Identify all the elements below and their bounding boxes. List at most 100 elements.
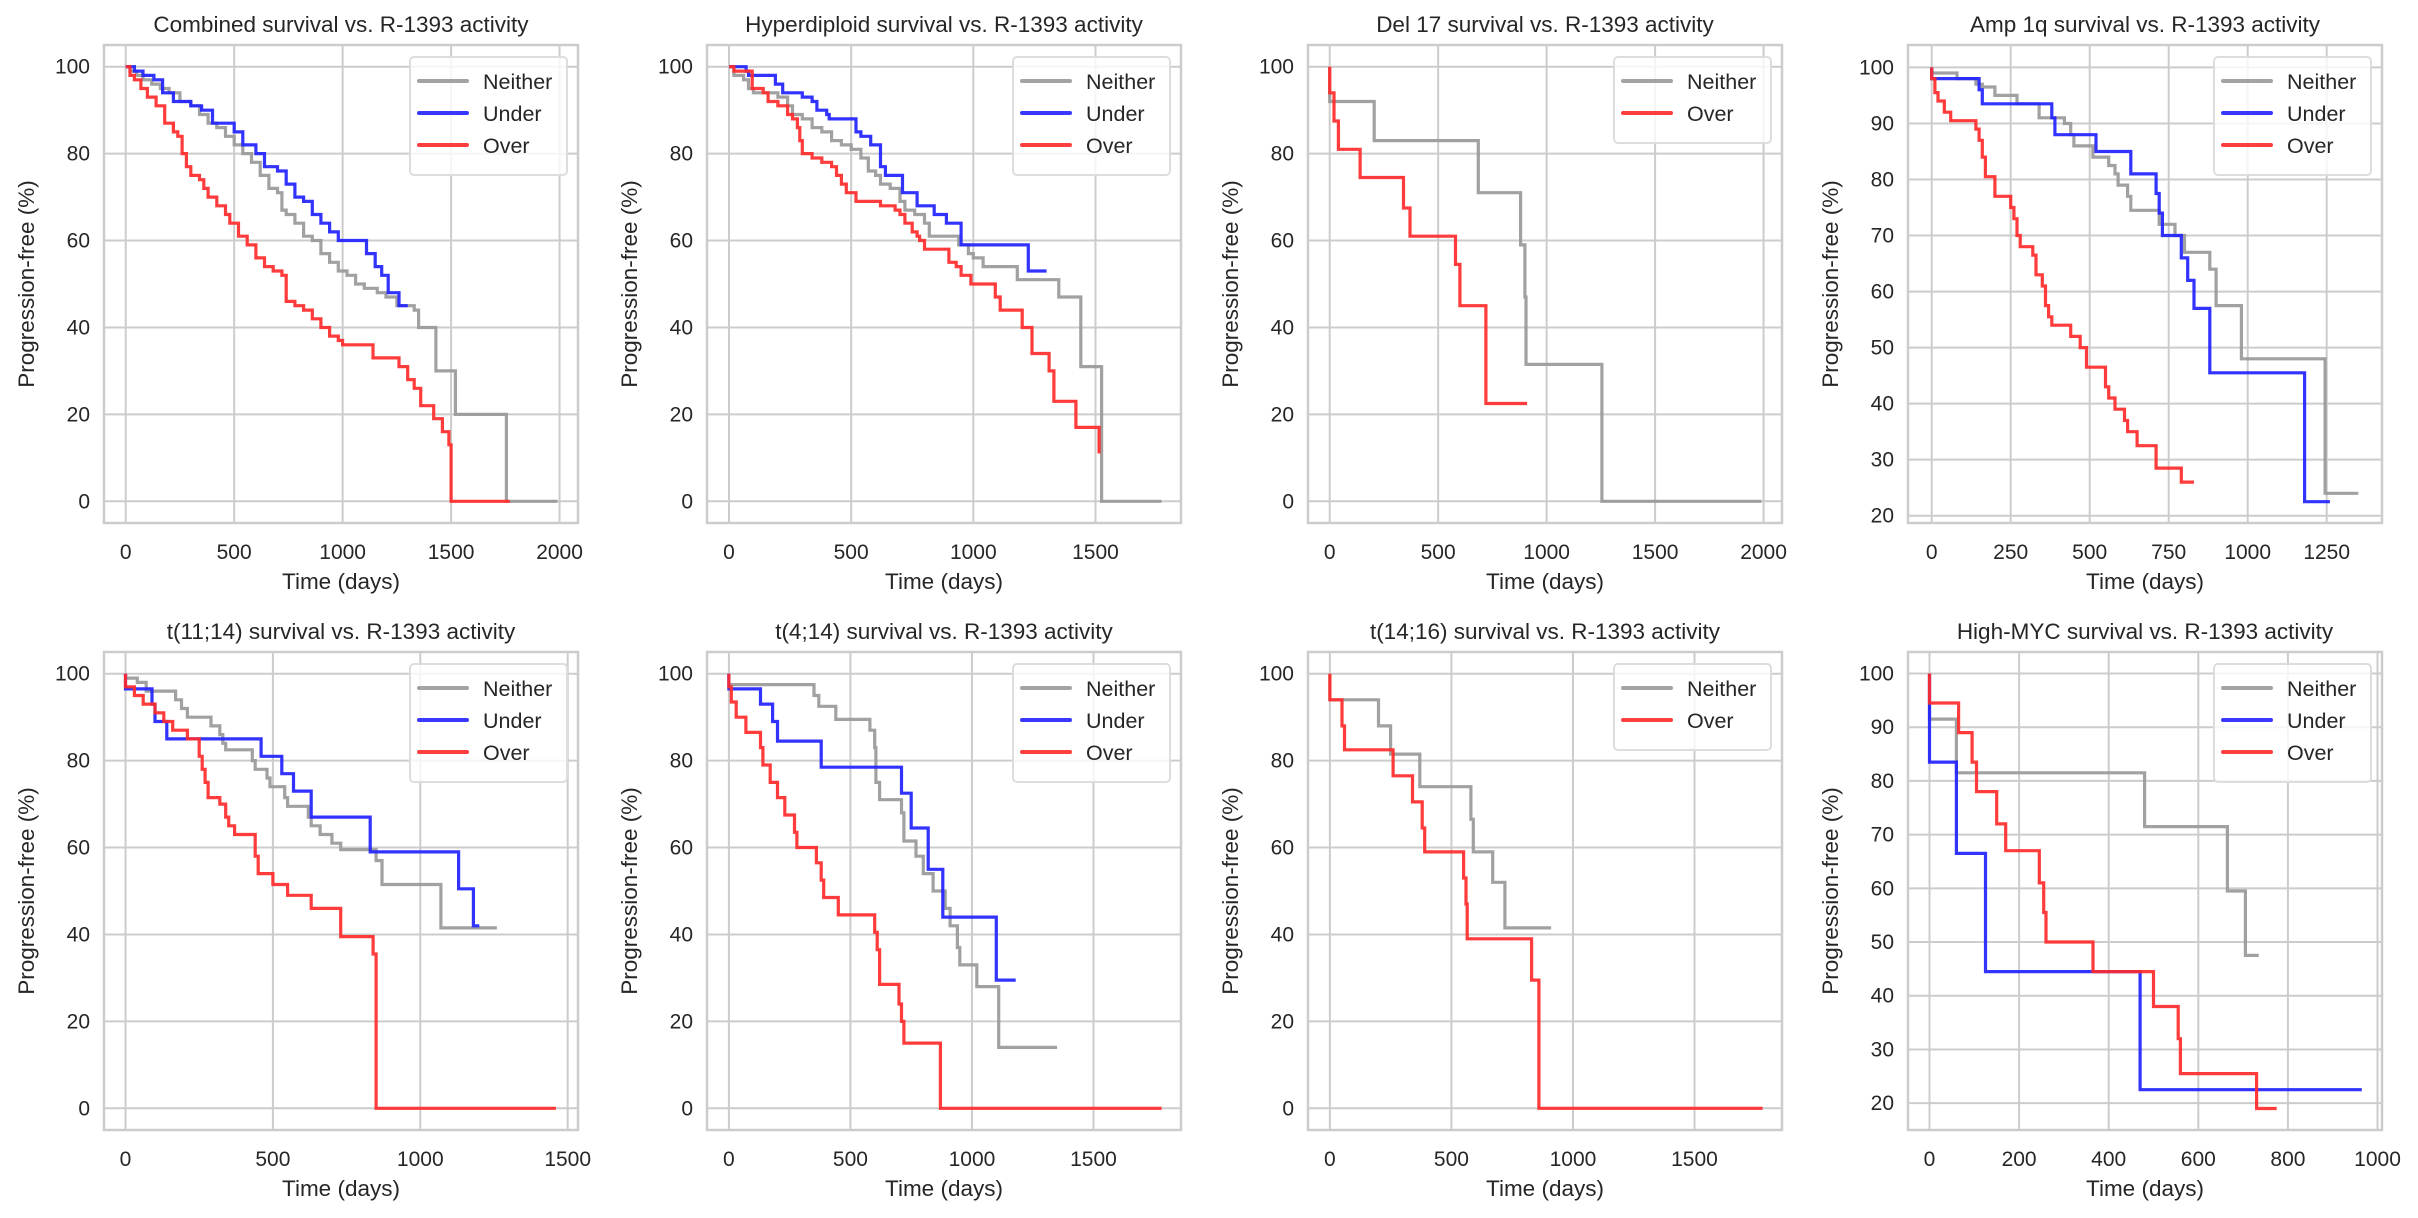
y-tick-label: 40: [670, 923, 693, 946]
legend-label-neither: Neither: [2287, 70, 2356, 94]
x-tick-label: 0: [1324, 541, 1336, 564]
x-tick-label: 500: [255, 1148, 290, 1171]
subplot-t-11-14: 0 500 1000 1500 0 20 40 60 80 100 t(11;14) surviva…: [14, 619, 591, 1201]
legend-label-over: Over: [1086, 741, 1133, 765]
legend-label-neither: Neither: [1687, 70, 1756, 94]
y-tick-label: 20: [1271, 1010, 1294, 1033]
y-tick-label: 60: [670, 837, 693, 860]
legend-label-neither: Neither: [1687, 677, 1756, 701]
x-tick-label: 0: [1324, 1148, 1336, 1171]
chart-title: t(14;16) survival vs. R-1393 activity: [1370, 619, 1721, 644]
legend: Neither Under Over: [2213, 663, 2372, 783]
chart-title: t(4;14) survival vs. R-1393 activity: [775, 619, 1113, 644]
y-tick-label: 60: [67, 837, 90, 860]
series-line-over: [1328, 66, 1528, 406]
series-line-over: [729, 65, 1101, 454]
y-axis-label: Progression-free (%): [1218, 787, 1243, 995]
x-tick-label: 200: [2002, 1148, 2037, 1171]
series-line-over: [1930, 67, 2194, 484]
x-axis-label: Time (days): [885, 569, 1003, 594]
x-tick-label: 250: [1993, 541, 2028, 564]
x-tick-label: 1500: [544, 1148, 591, 1171]
y-axis-label: Progression-free (%): [1218, 180, 1243, 388]
legend-label-under: Under: [483, 709, 542, 733]
axes-frame: [1306, 650, 1784, 1132]
series-line-neither: [1328, 66, 1762, 503]
legend-label-over: Over: [1687, 709, 1734, 733]
x-tick-label: 500: [2072, 541, 2107, 564]
y-tick-label: 40: [1871, 985, 1894, 1008]
x-tick-label: 500: [217, 541, 252, 564]
x-tick-label: 2000: [1740, 541, 1787, 564]
x-tick-label: 1500: [1671, 1148, 1718, 1171]
y-tick-label: 100: [1859, 56, 1894, 79]
y-tick-label: 80: [1271, 750, 1294, 773]
x-tick-label: 500: [1421, 541, 1456, 564]
subplot-hyperdiploid: 0 500 1000 1500 0 20 40 60 80 100 Hyperdiploid sur…: [617, 12, 1183, 594]
series-line-under: [1930, 67, 2330, 504]
y-tick-label: 0: [1282, 1097, 1294, 1120]
legend-label-over: Over: [483, 741, 530, 765]
series-line-under: [1927, 673, 2362, 1092]
y-tick-label: 70: [1871, 225, 1894, 248]
x-axis-label: Time (days): [885, 1176, 1003, 1201]
legend-label-under: Under: [2287, 102, 2346, 126]
legend-label-neither: Neither: [483, 677, 552, 701]
x-axis-label: Time (days): [2086, 1176, 2204, 1201]
series-line-over: [727, 673, 1162, 1110]
x-tick-label: 600: [2181, 1148, 2216, 1171]
y-tick-label: 20: [1271, 403, 1294, 426]
y-tick-label: 60: [1271, 230, 1294, 253]
y-tick-label: 0: [78, 1097, 90, 1120]
legend-label-under: Under: [1086, 102, 1145, 126]
legend: Neither Under Over: [409, 56, 568, 176]
y-tick-label: 100: [55, 663, 90, 686]
y-tick-label: 20: [1871, 1092, 1894, 1115]
y-tick-label: 60: [670, 230, 693, 253]
legend-frame: [1613, 663, 1772, 751]
y-tick-label: 100: [1259, 56, 1294, 79]
legend-label-over: Over: [1086, 134, 1133, 158]
y-tick-label: 100: [658, 56, 693, 79]
subplot-t-4-14: 0 500 1000 1500 0 20 40 60 80 100 t(4;14) survival…: [617, 619, 1183, 1201]
y-tick-label: 20: [1871, 505, 1894, 528]
y-tick-label: 80: [67, 143, 90, 166]
y-axis-label: Progression-free (%): [1818, 180, 1843, 388]
y-tick-label: 90: [1871, 112, 1894, 135]
y-tick-label: 100: [658, 663, 693, 686]
series-line-neither: [1930, 67, 2359, 495]
x-tick-label: 500: [1434, 1148, 1469, 1171]
y-tick-label: 50: [1871, 931, 1894, 954]
x-axis-label: Time (days): [282, 569, 400, 594]
y-tick-label: 20: [670, 1010, 693, 1033]
series-line-over: [1328, 673, 1763, 1110]
x-tick-label: 1000: [2224, 541, 2271, 564]
x-tick-label: 1500: [1072, 541, 1119, 564]
series-line-over: [125, 65, 510, 503]
series-line-neither: [1328, 673, 1552, 930]
x-tick-label: 0: [120, 1148, 132, 1171]
series-line-neither: [125, 65, 558, 503]
x-tick-label: 500: [834, 541, 869, 564]
y-tick-label: 100: [1859, 662, 1894, 685]
legend-label-over: Over: [2287, 741, 2334, 765]
x-tick-label: 1500: [1070, 1148, 1117, 1171]
x-tick-label: 400: [2091, 1148, 2126, 1171]
legend: Neither Over: [1613, 663, 1772, 751]
y-axis-label: Progression-free (%): [14, 787, 39, 995]
x-tick-label: 1500: [1632, 541, 1679, 564]
series-line-over: [123, 673, 556, 1110]
legend-label-neither: Neither: [1086, 677, 1155, 701]
subplot-amp-1q: 0 250 500 750 1000 1250 20 30 40 50 60 70 80 90 100 Amp…: [1818, 12, 2384, 594]
y-tick-label: 20: [67, 1010, 90, 1033]
y-axis-label: Progression-free (%): [1818, 787, 1843, 995]
y-tick-label: 20: [67, 403, 90, 426]
y-tick-label: 40: [1871, 393, 1894, 416]
x-tick-label: 1000: [1550, 1148, 1597, 1171]
x-axis-label: Time (days): [2086, 569, 2204, 594]
y-tick-label: 90: [1871, 716, 1894, 739]
legend: Neither Under Over: [1012, 663, 1171, 783]
series-line-neither: [727, 673, 1057, 1049]
x-tick-label: 750: [2151, 541, 2186, 564]
x-tick-label: 0: [1924, 1148, 1936, 1171]
